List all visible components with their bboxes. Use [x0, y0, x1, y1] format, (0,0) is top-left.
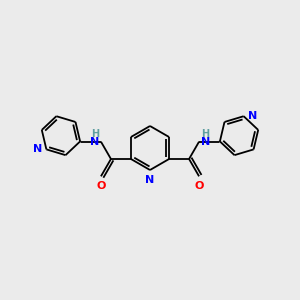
- Text: H: H: [91, 129, 99, 139]
- Text: N: N: [90, 137, 99, 147]
- Text: N: N: [248, 111, 257, 121]
- Text: N: N: [201, 137, 210, 147]
- Text: H: H: [201, 129, 209, 139]
- Text: O: O: [96, 181, 106, 191]
- Text: O: O: [194, 181, 204, 191]
- Text: N: N: [33, 144, 42, 154]
- Text: N: N: [146, 175, 154, 185]
